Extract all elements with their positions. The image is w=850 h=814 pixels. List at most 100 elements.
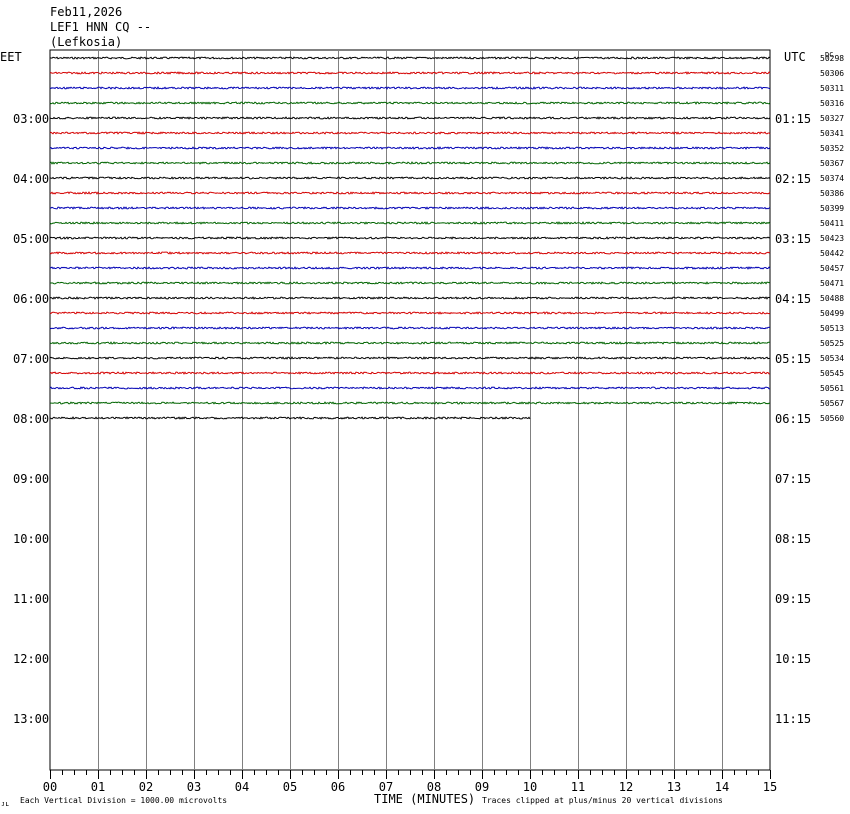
x-tick-label: 00 xyxy=(43,780,57,794)
dc-offset-label: 50386 xyxy=(820,189,844,198)
dc-column-label: DC xyxy=(825,51,833,59)
dc-offset-label: 50306 xyxy=(820,69,844,78)
trace-line xyxy=(49,266,771,270)
x-tick-label: 05 xyxy=(283,780,297,794)
chart-location: (Lefkosia) xyxy=(50,35,122,49)
x-tick-label: 07 xyxy=(379,780,393,794)
trace-group xyxy=(49,56,771,420)
x-tick-label: 12 xyxy=(619,780,633,794)
plot-grid xyxy=(49,49,771,771)
dc-offset-label: 50442 xyxy=(820,249,844,258)
right-row-label: 01:15 xyxy=(775,112,811,126)
trace-line xyxy=(49,101,771,105)
left-row-label: 03:00 xyxy=(13,112,49,126)
x-tick-label: 06 xyxy=(331,780,345,794)
dc-offset-label: 50525 xyxy=(820,339,844,348)
x-tick-label: 04 xyxy=(235,780,249,794)
right-row-label: 03:15 xyxy=(775,232,811,246)
dc-offset-label: 50352 xyxy=(820,144,844,153)
left-timezone-label: EET xyxy=(0,50,22,64)
right-row-label: 07:15 xyxy=(775,472,811,486)
right-row-label: 05:15 xyxy=(775,352,811,366)
trace-line xyxy=(49,311,771,315)
dc-offset-label: 50534 xyxy=(820,354,844,363)
dc-offset-label: 50560 xyxy=(820,414,844,423)
left-row-label: 05:00 xyxy=(13,232,49,246)
scale-note: Each Vertical Division = 1000.00 microvo… xyxy=(20,796,227,805)
dc-offset-label: 50545 xyxy=(820,369,844,378)
trace-line xyxy=(49,176,771,180)
logo-mark: ᴊʟ xyxy=(1,800,9,808)
trace-line xyxy=(49,161,771,165)
trace-line xyxy=(49,326,771,330)
x-axis: 00 01 02 03 04 05 06 07 08 09 10 11 12 13 14 15 xyxy=(43,770,777,794)
dc-offset-label: 50457 xyxy=(820,264,844,273)
trace-line xyxy=(49,116,771,120)
chart-station: LEF1 HNN CQ -- xyxy=(50,20,151,34)
trace-line xyxy=(49,371,770,375)
trace-line xyxy=(49,146,771,150)
right-row-label: 06:15 xyxy=(775,412,811,426)
x-tick-label: 08 xyxy=(427,780,441,794)
x-tick-label: 09 xyxy=(475,780,489,794)
trace-line xyxy=(49,341,771,345)
dc-offset-label: 50567 xyxy=(820,399,844,408)
right-row-label: 11:15 xyxy=(775,712,811,726)
x-tick-label: 10 xyxy=(523,780,537,794)
dc-offset-label: 50327 xyxy=(820,114,844,123)
x-tick-label: 03 xyxy=(187,780,201,794)
x-tick-label: 11 xyxy=(571,780,585,794)
plot-frame xyxy=(49,49,771,771)
x-tick-label: 01 xyxy=(91,780,105,794)
left-row-label: 07:00 xyxy=(13,352,49,366)
clip-note: Traces clipped at plus/minus 20 vertical… xyxy=(482,796,723,805)
trace-line xyxy=(49,206,771,210)
trace-line xyxy=(49,281,771,285)
dc-offset-label: 50341 xyxy=(820,129,844,138)
dc-offset-label: 50513 xyxy=(820,324,844,333)
x-tick-label: 13 xyxy=(667,780,681,794)
left-row-label: 13:00 xyxy=(13,712,49,726)
right-row-label: 08:15 xyxy=(775,532,811,546)
trace-line xyxy=(49,251,771,255)
dc-offset-label: 50488 xyxy=(820,294,844,303)
trace-line xyxy=(49,131,771,135)
right-timezone-label: UTC xyxy=(784,50,806,64)
dc-offset-label: 50499 xyxy=(820,309,844,318)
trace-line xyxy=(49,236,771,240)
dc-offset-label: 50298 xyxy=(820,54,844,63)
chart-date: Feb11,2026 xyxy=(50,5,122,19)
right-row-label: 10:15 xyxy=(775,652,811,666)
left-row-label: 04:00 xyxy=(13,172,49,186)
dc-offset-label: 50367 xyxy=(820,159,844,168)
x-axis-title: TIME (MINUTES) xyxy=(374,792,475,806)
trace-line xyxy=(49,386,771,390)
dc-offset-label: 50311 xyxy=(820,84,844,93)
left-row-label: 10:00 xyxy=(13,532,49,546)
dc-offset-label: 50471 xyxy=(820,279,844,288)
dc-offset-label: 50423 xyxy=(820,234,844,243)
left-row-label: 11:00 xyxy=(13,592,49,606)
trace-line xyxy=(49,56,771,60)
trace-line xyxy=(49,416,531,420)
right-row-label: 09:15 xyxy=(775,592,811,606)
trace-line xyxy=(49,296,771,300)
right-row-label: 02:15 xyxy=(775,172,811,186)
trace-line xyxy=(49,356,771,360)
row-label-group: 03:00 04:00 05:00 06:00 07:00 08:00 09:00 10:00… xyxy=(13,54,844,726)
dc-offset-label: 50399 xyxy=(820,204,844,213)
dc-offset-label: 50316 xyxy=(820,99,844,108)
dc-offset-label: 50374 xyxy=(820,174,844,183)
trace-line xyxy=(49,191,771,195)
dc-offset-label: 50561 xyxy=(820,384,844,393)
trace-line xyxy=(49,71,771,75)
right-row-label: 04:15 xyxy=(775,292,811,306)
trace-line xyxy=(49,86,771,90)
trace-line xyxy=(49,221,771,225)
left-row-label: 08:00 xyxy=(13,412,49,426)
left-row-label: 06:00 xyxy=(13,292,49,306)
left-row-label: 12:00 xyxy=(13,652,49,666)
x-tick-label: 14 xyxy=(715,780,729,794)
left-row-label: 09:00 xyxy=(13,472,49,486)
